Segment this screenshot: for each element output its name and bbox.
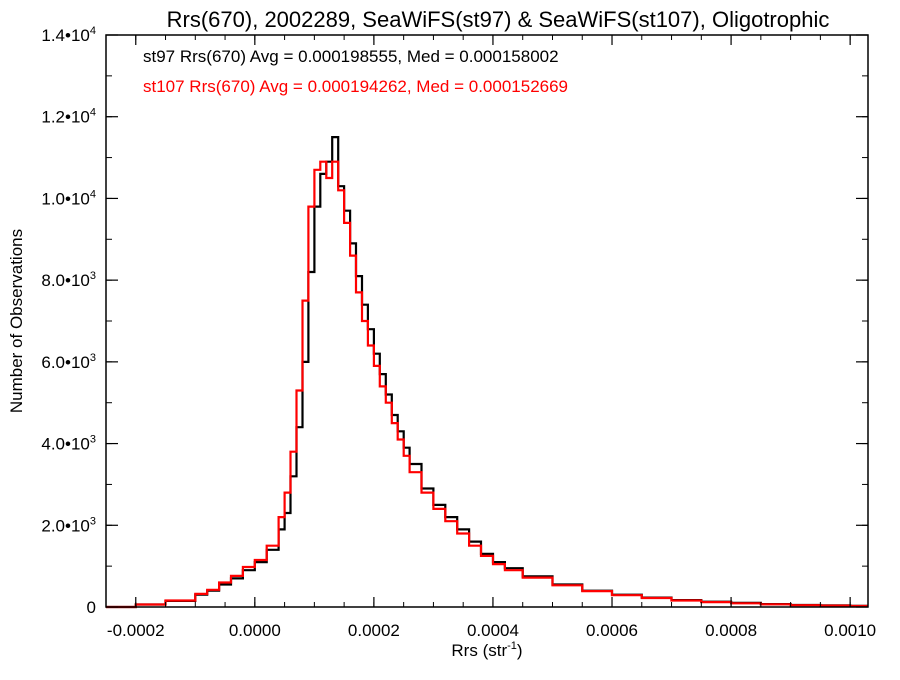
- y-tick-label: 8.0•103: [41, 270, 96, 290]
- x-tick-label: 0.0010: [824, 621, 876, 640]
- series-line-st107: [106, 160, 868, 609]
- plot-frame: [105, 34, 869, 608]
- y-tick-label: 2.0•103: [41, 515, 96, 535]
- y-tick-label: 6.0•103: [41, 352, 96, 372]
- x-axis-label: Rrs (str-1): [451, 640, 522, 660]
- x-axis-label-end: ): [517, 641, 523, 660]
- x-axis-label-main: Rrs (str: [451, 641, 507, 660]
- y-axis-label: Number of Observations: [7, 229, 26, 413]
- x-tick-label: 0.0006: [586, 621, 638, 640]
- annotation-st107: st107 Rrs(670) Avg = 0.000194262, Med = …: [143, 77, 568, 96]
- x-tick-label: -0.0002: [107, 621, 165, 640]
- x-tick-label: 0.0002: [348, 621, 400, 640]
- y-tick-label: 1.0•104: [41, 188, 96, 208]
- series-layer: [106, 136, 868, 609]
- chart-title: Rrs(670), 2002289, SeaWiFS(st97) & SeaWi…: [167, 7, 830, 32]
- y-tick-label: 0: [87, 598, 96, 617]
- x-tick-label: 0.0000: [229, 621, 281, 640]
- series-line-st97: [106, 136, 868, 609]
- y-tick-label: 1.2•104: [41, 107, 96, 127]
- annotation-st97: st97 Rrs(670) Avg = 0.000198555, Med = 0…: [143, 47, 559, 66]
- x-axis-label-sup: -1: [507, 640, 517, 652]
- y-tick-label: 4.0•103: [41, 434, 96, 454]
- y-axis: 0 2.0•103 4.0•103 6.0•103 8.0•103 1.0•104 1.2•…: [41, 25, 868, 617]
- y-tick-label: 1.4•104: [41, 25, 96, 45]
- x-tick-label: 0.0008: [705, 621, 757, 640]
- x-axis: -0.0002 0.0000 0.0002 0.0004 0.0006 0.0008 0.0…: [105, 35, 876, 640]
- x-tick-label: 0.0004: [467, 621, 519, 640]
